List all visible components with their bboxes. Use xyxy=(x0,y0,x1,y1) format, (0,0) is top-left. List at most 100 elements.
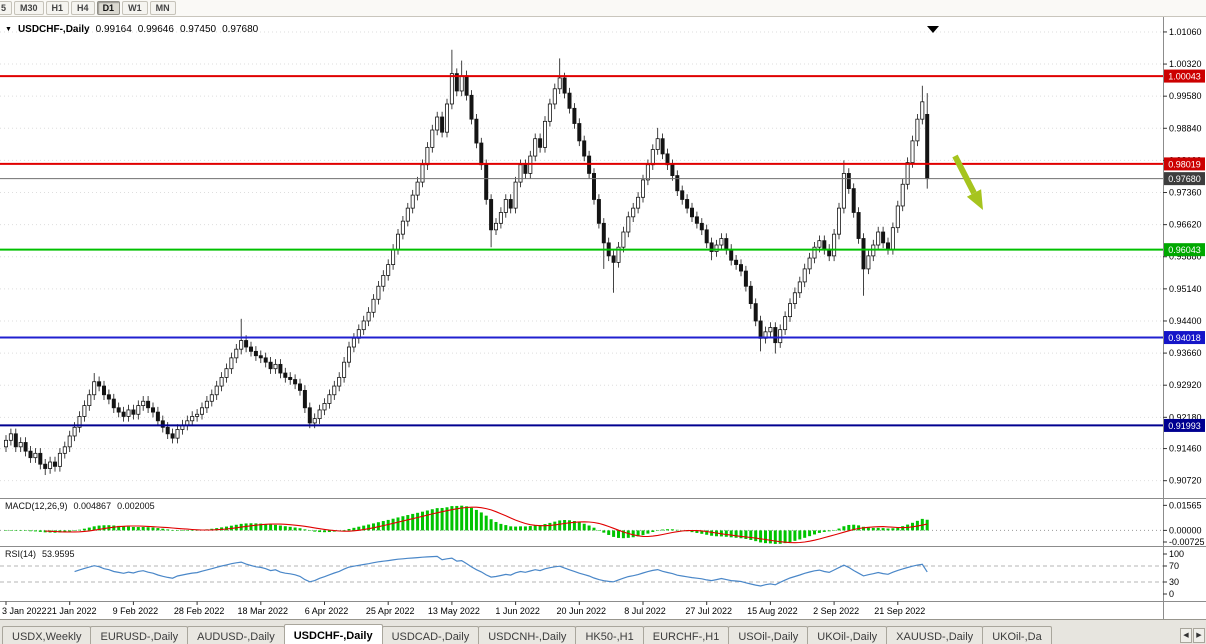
svg-text:1 Jun 2022: 1 Jun 2022 xyxy=(495,606,540,616)
ohlc-low: 0.97450 xyxy=(179,24,217,35)
macd-main-value: 0.004867 xyxy=(73,501,112,511)
scroll-right-icon: ▶ xyxy=(1196,632,1202,639)
svg-text:18 Mar 2022: 18 Mar 2022 xyxy=(238,606,289,616)
ohlc-high: 0.99646 xyxy=(137,24,174,35)
macd-signal-value: 0.002005 xyxy=(117,501,155,511)
svg-text:0.94018: 0.94018 xyxy=(1168,333,1201,343)
chart-tab-usdcnh-daily[interactable]: USDCNH-,Daily xyxy=(478,626,577,644)
svg-text:25 Apr 2022: 25 Apr 2022 xyxy=(366,606,415,616)
svg-text:6 Apr 2022: 6 Apr 2022 xyxy=(305,606,349,616)
chart-tab-eurusd-daily[interactable]: EURUSD-,Daily xyxy=(90,626,189,644)
timeframe-button-H4[interactable]: H4 xyxy=(71,1,95,15)
chart-window[interactable]: 1.010601.003200.995800.988400.981000.973… xyxy=(0,17,1206,619)
svg-text:0.92920: 0.92920 xyxy=(1169,380,1202,390)
scroll-left-icon: ◀ xyxy=(1183,632,1189,639)
svg-text:13 May 2022: 13 May 2022 xyxy=(428,606,480,616)
price-badge: 0.94018 xyxy=(1164,331,1205,345)
svg-text:0.91460: 0.91460 xyxy=(1169,444,1202,454)
macd-panel: 0.01565 0.00000 -0.00725 xyxy=(0,500,1205,547)
chart-title: ▼ USDCHF-,Daily 0.99164 0.99646 0.97450 … xyxy=(5,24,258,35)
rsi-panel: 100 70 30 0 xyxy=(0,549,1184,599)
scroll-to-end-marker[interactable] xyxy=(927,26,939,33)
macd-name: MACD(12,26,9) xyxy=(5,501,68,511)
timeframe-button-D1[interactable]: D1 xyxy=(96,1,121,15)
svg-text:30: 30 xyxy=(1169,577,1179,587)
svg-text:0.92180: 0.92180 xyxy=(1169,412,1202,422)
svg-text:2 Sep 2022: 2 Sep 2022 xyxy=(813,606,859,616)
symbol-dropdown-icon: ▼ xyxy=(5,25,12,33)
timeframe-button-5[interactable]: 5 xyxy=(0,1,13,15)
tab-scroll-controls: ◀ ▶ xyxy=(1180,628,1205,643)
svg-text:0.98019: 0.98019 xyxy=(1168,159,1201,169)
svg-text:-0.00725: -0.00725 xyxy=(1169,537,1205,547)
chart-tabs: USDX,Weekly EURUSD-,Daily AUDUSD-,Daily USD… xyxy=(0,624,1182,644)
timeframe-toolbar: 5 M30 H1 H4 D1 W1 MN xyxy=(0,0,1206,17)
svg-text:0.97680: 0.97680 xyxy=(1168,174,1201,184)
macd-indicator-label: MACD(12,26,9) 0.004867 0.002005 xyxy=(5,501,155,511)
price-grid xyxy=(0,31,1163,482)
svg-text:9 Feb 2022: 9 Feb 2022 xyxy=(113,606,159,616)
svg-text:0.93660: 0.93660 xyxy=(1169,348,1202,358)
chart-tab-ukoil-da[interactable]: UKOil-,Da xyxy=(982,626,1052,644)
svg-text:0: 0 xyxy=(1169,589,1174,599)
svg-text:0.91993: 0.91993 xyxy=(1168,421,1201,431)
price-badge: 0.97680 xyxy=(1164,172,1205,186)
price-axis: 1.010601.003200.995800.988400.981000.973… xyxy=(1163,27,1202,486)
candlestick-series xyxy=(4,49,930,476)
svg-text:0.95140: 0.95140 xyxy=(1169,284,1202,294)
svg-text:15 Aug 2022: 15 Aug 2022 xyxy=(747,606,798,616)
svg-text:3 Jan 2022: 3 Jan 2022 xyxy=(2,606,47,616)
ohlc-close: 0.97680 xyxy=(222,24,259,35)
svg-text:0.96620: 0.96620 xyxy=(1169,220,1202,230)
svg-text:0.98840: 0.98840 xyxy=(1169,123,1202,133)
timeframe-button-M30[interactable]: M30 xyxy=(14,1,44,15)
timeframe-button-MN[interactable]: MN xyxy=(149,1,176,15)
chart-symbol-label: USDCHF-,Daily xyxy=(17,24,90,35)
svg-text:0.96043: 0.96043 xyxy=(1168,245,1201,255)
svg-text:27 Jul 2022: 27 Jul 2022 xyxy=(685,606,732,616)
price-badge: 1.00043 xyxy=(1164,69,1205,83)
svg-text:1.00043: 1.00043 xyxy=(1168,72,1201,82)
price-badge: 0.98019 xyxy=(1164,157,1205,171)
tabs-scroll-left-button[interactable]: ◀ xyxy=(1180,628,1192,643)
svg-text:21 Jan 2022: 21 Jan 2022 xyxy=(47,606,97,616)
svg-text:28 Feb 2022: 28 Feb 2022 xyxy=(174,606,225,616)
chart-tab-bar: USDX,Weekly EURUSD-,Daily AUDUSD-,Daily USD… xyxy=(0,619,1206,644)
svg-text:8 Jul 2022: 8 Jul 2022 xyxy=(624,606,666,616)
rsi-indicator-label: RSI(14) 53.9595 xyxy=(5,549,75,559)
chart-tab-audusd-daily[interactable]: AUDUSD-,Daily xyxy=(187,626,285,644)
svg-text:0.97360: 0.97360 xyxy=(1169,188,1202,198)
svg-text:1.00320: 1.00320 xyxy=(1169,59,1202,69)
ohlc-open: 0.99164 xyxy=(95,24,132,35)
svg-text:0.01565: 0.01565 xyxy=(1169,500,1202,510)
price-badge: 0.96043 xyxy=(1164,243,1205,257)
svg-text:70: 70 xyxy=(1169,561,1179,571)
svg-text:0.90720: 0.90720 xyxy=(1169,476,1202,486)
chart-tab-xauusd-daily[interactable]: XAUUSD-,Daily xyxy=(886,626,984,644)
rsi-value: 53.9595 xyxy=(42,549,75,559)
svg-text:0.99580: 0.99580 xyxy=(1169,91,1202,101)
date-axis: 3 Jan 2022 21 Jan 2022 9 Feb 2022 28 Feb 20… xyxy=(2,601,925,616)
down-arrow-annotation[interactable] xyxy=(952,154,983,210)
svg-text:100: 100 xyxy=(1169,549,1184,559)
svg-text:20 Jun 2022: 20 Jun 2022 xyxy=(557,606,607,616)
chart-tab-usdcad-daily[interactable]: USDCAD-,Daily xyxy=(381,626,480,644)
chart-tab-hk50-h1[interactable]: HK50-,H1 xyxy=(575,626,644,644)
chart-tab-usoil-daily[interactable]: USOil-,Daily xyxy=(728,626,809,644)
rsi-name: RSI(14) xyxy=(5,549,37,559)
price-chart[interactable]: 1.010601.003200.995800.988400.981000.973… xyxy=(0,17,1206,619)
chart-tab-eurchf-h1[interactable]: EURCHF-,H1 xyxy=(642,626,730,644)
price-badge: 0.91993 xyxy=(1164,418,1205,432)
svg-text:0.94400: 0.94400 xyxy=(1169,316,1202,326)
horizontal-level-lines[interactable] xyxy=(0,75,1163,427)
tabs-scroll-right-button[interactable]: ▶ xyxy=(1193,628,1205,643)
timeframe-button-H1[interactable]: H1 xyxy=(45,1,70,15)
timeframe-button-W1[interactable]: W1 xyxy=(122,1,148,15)
chart-tab-ukoil-daily[interactable]: UKOil-,Daily xyxy=(807,626,888,644)
chart-tab-usdchf-daily[interactable]: USDCHF-,Daily xyxy=(283,624,383,644)
chart-tab-usdx-weekly[interactable]: USDX,Weekly xyxy=(2,626,92,644)
svg-text:1.01060: 1.01060 xyxy=(1169,27,1202,37)
svg-text:0.00000: 0.00000 xyxy=(1169,525,1202,535)
svg-text:0.95880: 0.95880 xyxy=(1169,252,1202,262)
